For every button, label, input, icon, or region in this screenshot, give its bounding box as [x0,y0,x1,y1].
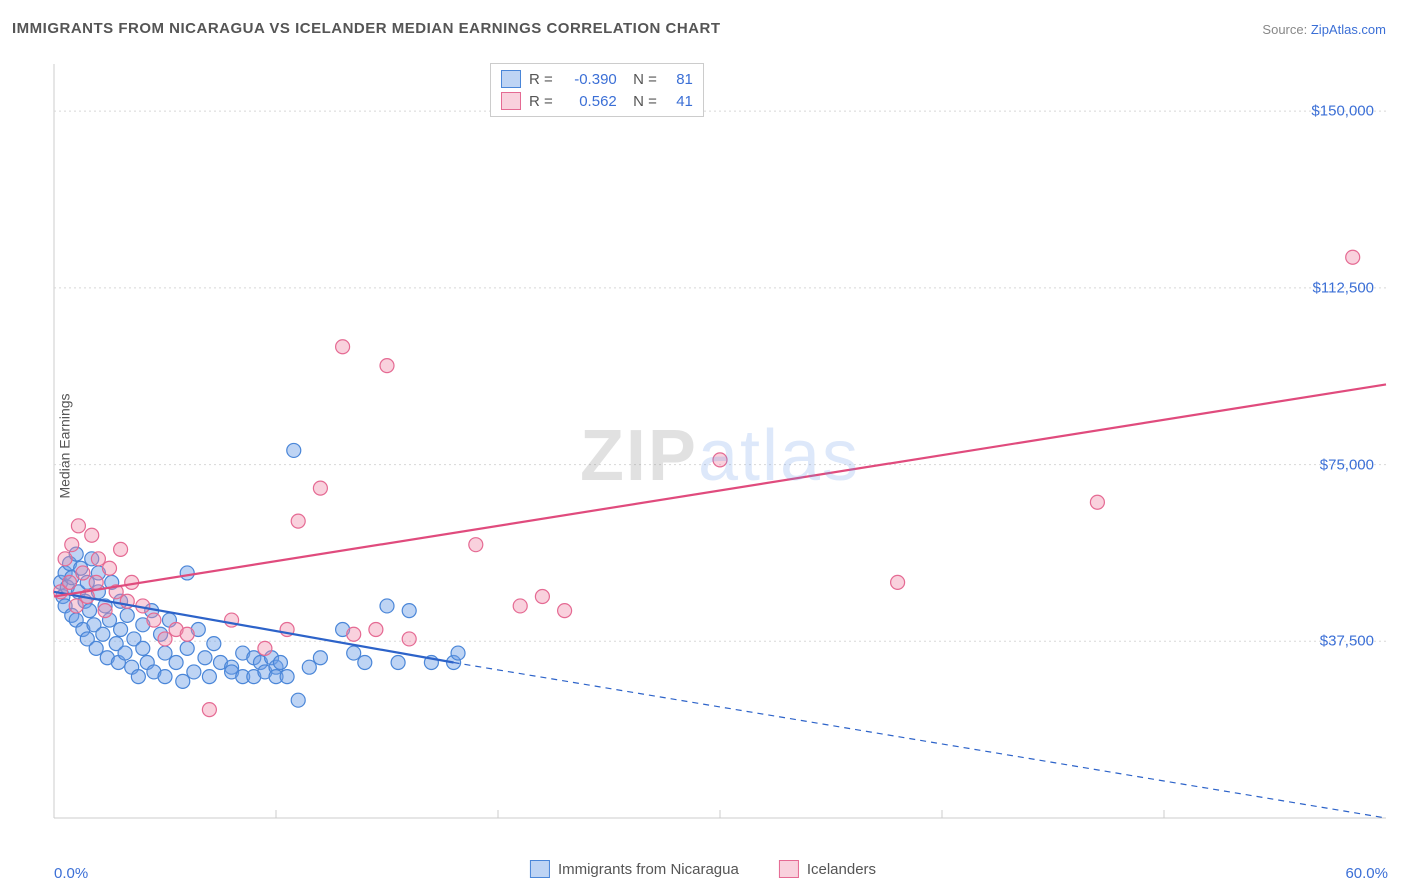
chart-title: IMMIGRANTS FROM NICARAGUA VS ICELANDER M… [12,20,721,37]
y-tick-label: $37,500 [1320,633,1374,650]
n-value-2: 41 [665,93,693,110]
y-tick-label: $75,000 [1320,456,1374,473]
y-tick-label: $150,000 [1311,103,1374,120]
legend-item-2: Icelanders [779,860,876,878]
r-value-2: 0.562 [561,93,617,110]
swatch-series1 [501,70,521,88]
n-value-1: 81 [665,71,693,88]
r-value-1: -0.390 [561,71,617,88]
legend-label-1: Immigrants from Nicaragua [558,861,739,878]
chart-area: ZIPatlas $37,500$75,000$112,500$150,000 [50,60,1390,860]
r-label: R = [529,71,553,88]
n-label: N = [625,93,657,110]
x-axis-max-label: 60.0% [1345,865,1388,882]
swatch-series2 [501,92,521,110]
correlation-stats-box: R = -0.390 N = 81 R = 0.562 N = 41 [490,63,704,117]
stats-row-series1: R = -0.390 N = 81 [501,68,693,90]
legend-item-1: Immigrants from Nicaragua [530,860,739,878]
y-tick-label: $112,500 [1313,279,1374,296]
stats-row-series2: R = 0.562 N = 41 [501,90,693,112]
legend-swatch-1 [530,860,550,878]
legend-swatch-2 [779,860,799,878]
x-axis-min-label: 0.0% [54,865,88,882]
scatter-plot-svg [50,60,1390,860]
source-prefix: Source: [1262,22,1307,37]
r-label: R = [529,93,553,110]
source-attribution: Source: ZipAtlas.com [1262,22,1386,37]
legend: Immigrants from Nicaragua Icelanders [530,860,876,878]
n-label: N = [625,71,657,88]
source-link[interactable]: ZipAtlas.com [1311,22,1386,37]
legend-label-2: Icelanders [807,861,876,878]
